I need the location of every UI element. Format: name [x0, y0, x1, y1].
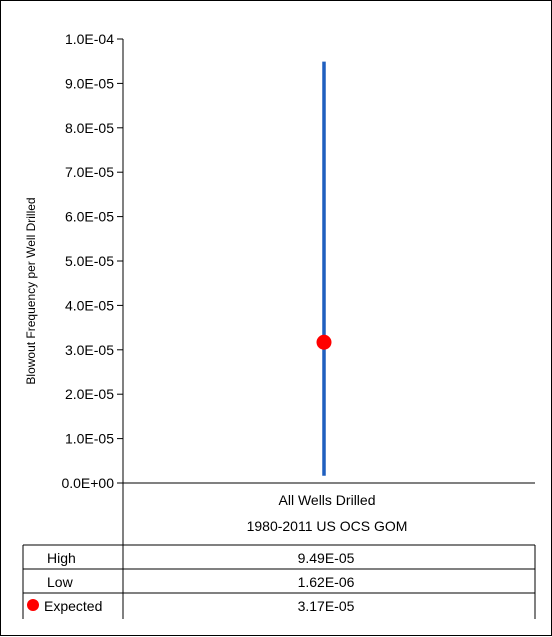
y-axis-title: Blowout Frequency per Well Drilled	[24, 197, 38, 384]
y-tick-label: 7.0E-05	[65, 164, 114, 180]
table-row-label: Expected	[44, 598, 102, 614]
category-label-line1: All Wells Drilled	[279, 492, 376, 508]
y-tick-label: 3.0E-05	[65, 342, 114, 358]
y-tick-label: 8.0E-05	[65, 120, 114, 136]
y-tick-label: 0.0E+00	[61, 475, 114, 491]
y-tick-label: 1.0E-04	[65, 31, 114, 47]
table-row-label: High	[47, 550, 76, 566]
table-row-value: 9.49E-05	[298, 550, 355, 566]
y-tick-label: 4.0E-05	[65, 297, 114, 313]
y-tick-label: 1.0E-05	[65, 431, 114, 447]
table-row-label: Low	[47, 574, 74, 590]
category-label-line2: 1980-2011 US OCS GOM	[247, 518, 408, 534]
table-expected-legend-marker	[27, 599, 39, 611]
y-tick-label: 9.0E-05	[65, 75, 114, 91]
table-row-value: 1.62E-06	[298, 574, 355, 590]
y-tick-label: 5.0E-05	[65, 253, 114, 269]
table-row-value: 3.17E-05	[298, 598, 355, 614]
y-tick-label: 6.0E-05	[65, 209, 114, 225]
y-tick-label: 2.0E-05	[65, 386, 114, 402]
expected-marker	[316, 334, 332, 350]
